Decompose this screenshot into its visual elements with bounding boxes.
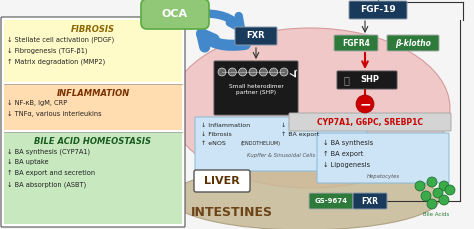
FancyBboxPatch shape: [349, 1, 407, 19]
Text: ↑ Matrix degradation (MMP2): ↑ Matrix degradation (MMP2): [7, 58, 105, 65]
Text: ↑ BA export and secretion: ↑ BA export and secretion: [7, 170, 95, 176]
Text: ↓ BA uptake: ↓ BA uptake: [7, 159, 49, 165]
Text: ↓ NF-κB, IgM, CRP: ↓ NF-κB, IgM, CRP: [7, 100, 67, 106]
Circle shape: [239, 68, 246, 76]
FancyBboxPatch shape: [289, 113, 451, 131]
FancyBboxPatch shape: [195, 117, 367, 171]
FancyBboxPatch shape: [334, 35, 378, 51]
Circle shape: [270, 68, 278, 76]
Ellipse shape: [170, 166, 440, 229]
Text: ↓ Lipogenesis: ↓ Lipogenesis: [323, 162, 370, 168]
FancyBboxPatch shape: [337, 71, 397, 89]
Text: OCA: OCA: [162, 9, 188, 19]
Text: −: −: [359, 97, 371, 111]
Text: ⛓: ⛓: [344, 75, 350, 85]
Bar: [4, 20, 182, 82]
Circle shape: [218, 68, 226, 76]
FancyBboxPatch shape: [194, 170, 250, 192]
Circle shape: [415, 181, 425, 191]
FancyBboxPatch shape: [1, 17, 185, 227]
FancyBboxPatch shape: [353, 193, 387, 209]
FancyBboxPatch shape: [387, 35, 439, 51]
Text: LIVER: LIVER: [204, 176, 240, 186]
Circle shape: [427, 199, 437, 209]
Text: ↓ TNFα, various interleukins: ↓ TNFα, various interleukins: [7, 111, 101, 117]
Text: FGF-19: FGF-19: [360, 5, 396, 14]
Text: ↑ eNOS: ↑ eNOS: [201, 141, 226, 146]
Text: ↓ BA absorption (ASBT): ↓ BA absorption (ASBT): [7, 181, 86, 188]
Text: FIBROSIS: FIBROSIS: [71, 25, 115, 34]
FancyBboxPatch shape: [235, 27, 277, 45]
Text: CYP7A1, G6PC, SREBP1C: CYP7A1, G6PC, SREBP1C: [317, 117, 423, 126]
Text: ↑ BA export: ↑ BA export: [281, 132, 319, 137]
Text: ↓ BA synthesis: ↓ BA synthesis: [281, 123, 328, 128]
Text: FGFR4: FGFR4: [342, 38, 370, 47]
Text: ↓ Inflammation: ↓ Inflammation: [201, 123, 250, 128]
Circle shape: [439, 181, 449, 191]
Text: ↓ Fibrosis: ↓ Fibrosis: [201, 132, 232, 137]
Text: Kupffer & Sinusoidal Cells: Kupffer & Sinusoidal Cells: [247, 153, 315, 158]
Circle shape: [427, 177, 437, 187]
Text: β-klotho: β-klotho: [395, 38, 431, 47]
Text: INFLAMMATION: INFLAMMATION: [56, 89, 129, 98]
Circle shape: [433, 188, 443, 198]
Text: FXR: FXR: [246, 32, 265, 41]
Text: GS-9674: GS-9674: [314, 198, 347, 204]
Text: ↓ BA synthesis (CYP7A1): ↓ BA synthesis (CYP7A1): [7, 148, 90, 155]
FancyBboxPatch shape: [141, 0, 209, 29]
Bar: [4, 84, 182, 130]
Text: BILE ACID HOMEOSTASIS: BILE ACID HOMEOSTASIS: [35, 137, 152, 146]
Text: Hepatocytes: Hepatocytes: [366, 174, 400, 179]
Circle shape: [439, 195, 449, 205]
Circle shape: [445, 185, 455, 195]
FancyBboxPatch shape: [214, 61, 298, 115]
Circle shape: [259, 68, 267, 76]
Text: ↓ BA synthesis: ↓ BA synthesis: [323, 140, 373, 146]
Text: ↓ Fibrogenesis (TGF-β1): ↓ Fibrogenesis (TGF-β1): [7, 47, 88, 54]
Text: Bile Acids: Bile Acids: [423, 212, 449, 217]
FancyBboxPatch shape: [309, 193, 353, 209]
Circle shape: [356, 95, 374, 113]
Text: SHP: SHP: [360, 76, 379, 85]
Text: (ENDOTHELIUM): (ENDOTHELIUM): [241, 141, 281, 146]
Circle shape: [249, 68, 257, 76]
Text: INTESTINES: INTESTINES: [191, 205, 273, 218]
FancyBboxPatch shape: [317, 133, 449, 183]
Text: Small heterodimer
partner (SHP): Small heterodimer partner (SHP): [228, 84, 283, 95]
Circle shape: [280, 68, 288, 76]
Text: ↑ BA export: ↑ BA export: [323, 151, 364, 157]
Circle shape: [421, 191, 431, 201]
Bar: [4, 132, 182, 224]
Text: ↓ Stellate cell activation (PDGF): ↓ Stellate cell activation (PDGF): [7, 36, 114, 43]
Ellipse shape: [170, 28, 450, 188]
Text: FXR: FXR: [362, 196, 379, 205]
Circle shape: [228, 68, 237, 76]
